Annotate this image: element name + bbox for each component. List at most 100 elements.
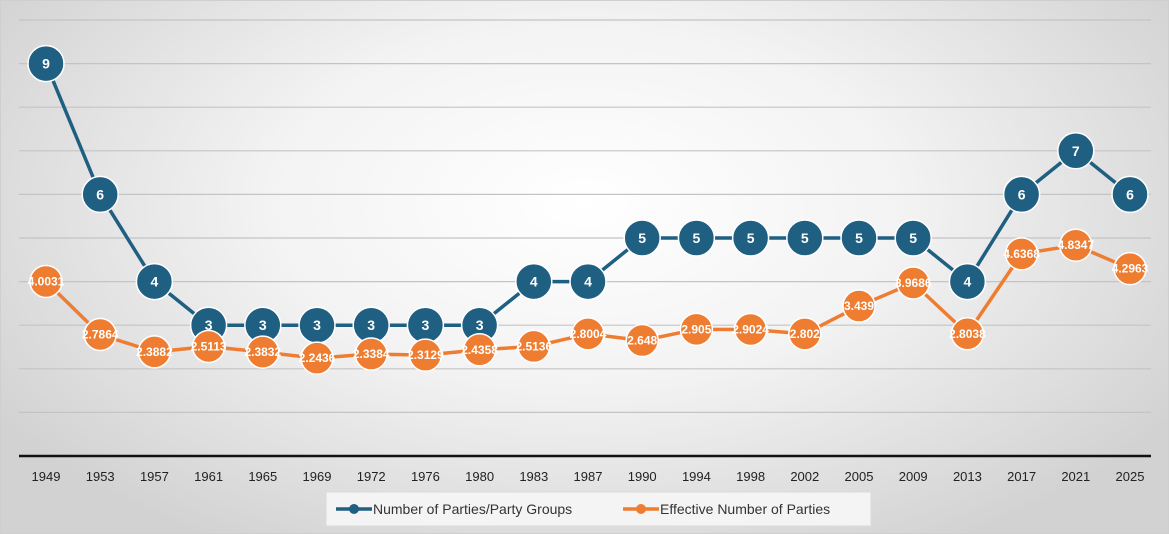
data-label: 2.3832 (244, 345, 281, 359)
data-point (517, 329, 551, 364)
data-point (1002, 175, 1041, 214)
data-label: 5 (801, 230, 809, 246)
data-label: 4.6368 (1003, 247, 1040, 261)
data-point (786, 219, 824, 257)
legend-swatch-marker (636, 504, 646, 514)
x-tick-label: 2005 (845, 469, 874, 484)
data-label: 2.3882 (136, 345, 173, 359)
data-point (1111, 175, 1149, 214)
data-label: 5 (638, 230, 646, 246)
data-point (733, 312, 768, 347)
x-tick-label: 2025 (1116, 469, 1145, 484)
data-point (81, 175, 119, 214)
data-label: 2.4358 (461, 343, 498, 357)
data-label: 4 (584, 274, 592, 290)
x-tick-label: 1976 (411, 469, 440, 484)
data-label: 5 (747, 230, 755, 246)
data-label: 3 (259, 317, 267, 333)
data-point (679, 312, 714, 347)
x-tick-label: 1949 (32, 469, 61, 484)
data-point (191, 329, 226, 364)
x-tick-label: 2013 (953, 469, 982, 484)
data-label: 4.2963 (1112, 262, 1149, 276)
x-tick-label: 1990 (628, 469, 657, 484)
x-tick-label: 2009 (899, 469, 928, 484)
data-point (300, 341, 334, 375)
data-label: 6 (96, 186, 104, 202)
data-point (1057, 132, 1095, 170)
x-axis: 1949 1953 1957 1961 1965 1969 1972 1976 1980 1983… (19, 454, 1151, 484)
data-label: 2.3384 (353, 347, 390, 361)
data-point (462, 333, 497, 367)
data-label: 4.8347 (1057, 238, 1094, 252)
series-points: 9 6 4 3 3 3 3 3 3 4 4 5 5 5 5 5 5 4 6 7 6 4.0031 2.7864 2.3882 2… (27, 44, 1149, 375)
x-tick-label: 1980 (465, 469, 494, 484)
data-point (571, 317, 605, 351)
data-point (1059, 228, 1093, 262)
data-label: 2.7864 (82, 328, 119, 342)
data-label: 7 (1072, 143, 1080, 159)
data-label: 3.439 (844, 299, 874, 313)
x-tick-label: 1983 (519, 469, 548, 484)
data-label: 2.2436 (299, 351, 336, 365)
x-tick-label: 1969 (303, 469, 332, 484)
data-point (950, 317, 985, 351)
data-point (677, 219, 716, 257)
data-point (135, 262, 174, 301)
data-label: 2.5136 (515, 339, 552, 353)
x-tick-label: 1965 (248, 469, 277, 484)
data-point (788, 317, 822, 351)
data-label: 4 (530, 274, 538, 290)
data-point (408, 338, 443, 372)
data-label: 4.0031 (28, 274, 65, 288)
data-label: 2.802 (790, 327, 820, 341)
data-point (515, 262, 553, 301)
data-label: 2.905 (681, 322, 711, 336)
data-point (731, 219, 770, 257)
data-label: 6 (1126, 186, 1134, 202)
legend: Number of Parties/Party Groups Effective … (325, 491, 872, 527)
legend-label: Effective Number of Parties (660, 501, 830, 517)
gridlines (19, 19, 1151, 413)
data-point (840, 219, 878, 257)
data-label: 2.648 (627, 334, 657, 348)
data-point (27, 44, 65, 83)
data-label: 3 (367, 317, 375, 333)
data-label: 9 (42, 56, 50, 72)
x-tick-label: 1987 (574, 469, 603, 484)
data-label: 3.9686 (895, 276, 932, 290)
data-point (896, 266, 930, 300)
data-point (137, 335, 172, 369)
data-point (842, 289, 876, 323)
x-tick-label: 1994 (682, 469, 711, 484)
data-label: 2.8004 (570, 327, 607, 341)
data-point (1004, 237, 1039, 271)
data-label: 2.9024 (732, 322, 769, 336)
x-tick-label: 1972 (357, 469, 386, 484)
data-point (623, 219, 661, 257)
data-point (246, 335, 280, 369)
legend-swatch-marker (349, 504, 359, 514)
x-tick-label: 1957 (140, 469, 169, 484)
data-label: 3 (476, 317, 484, 333)
x-tick-label: 2021 (1061, 469, 1090, 484)
data-point (569, 262, 607, 301)
data-point (354, 337, 388, 371)
data-point (1113, 251, 1147, 286)
data-label: 4 (151, 274, 159, 290)
data-label: 5 (909, 230, 917, 246)
data-point (625, 323, 659, 358)
data-label: 6 (1018, 186, 1026, 202)
x-tick-label: 1998 (736, 469, 765, 484)
data-label: 2.3129 (407, 348, 444, 362)
x-tick-label: 1953 (86, 469, 115, 484)
data-label: 5 (693, 230, 701, 246)
data-point (29, 264, 63, 299)
data-point (83, 317, 117, 352)
legend-label: Number of Parties/Party Groups (373, 501, 572, 517)
data-label: 3 (422, 317, 430, 333)
data-label: 2.8038 (949, 327, 986, 341)
data-label: 3 (313, 317, 321, 333)
